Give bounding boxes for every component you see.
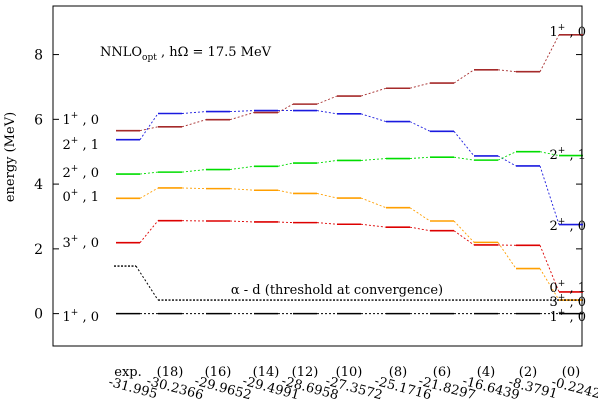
- energy-levels: [116, 34, 583, 315]
- x-axis-labels: exp.-31.995(18)-30.2366(16)-29.9652(14)-…: [107, 365, 598, 403]
- level-connector: [453, 69, 475, 84]
- threshold-connector: [135, 265, 159, 301]
- x-tick-label: (14): [253, 365, 280, 380]
- y-axis: 0 2 4 6 8: [34, 48, 582, 323]
- level-connector: [497, 155, 517, 167]
- state-labels: 1+ , 0 1+ , 0 2+ , 1 2+ , 1 2+ , 0 2+ , 0 0+ ,…: [63, 23, 587, 325]
- x-tick-label: (8): [389, 365, 407, 380]
- x-tick-label: exp.: [114, 365, 141, 380]
- y-tick-label: 4: [34, 177, 43, 193]
- level-connector: [360, 158, 387, 161]
- level-connector: [360, 113, 387, 123]
- level-connector: [139, 113, 159, 140]
- x-tick-label: (12): [292, 365, 319, 380]
- level-connector: [139, 126, 159, 132]
- x-tick-label: (6): [433, 365, 451, 380]
- y-tick-label: 2: [34, 242, 43, 258]
- level-connector: [409, 156, 431, 159]
- level-connector: [409, 82, 431, 89]
- state-label-left: 3+ , 0: [63, 234, 100, 251]
- state-label-left: 1+ , 0: [63, 111, 100, 128]
- level-connector: [409, 207, 431, 222]
- state-label-right: 3+ , 0: [550, 293, 587, 310]
- level-connector: [453, 230, 475, 246]
- level-connector: [316, 110, 338, 115]
- level-connector: [539, 245, 560, 293]
- level-connector: [360, 87, 387, 97]
- annotation-rest: , hΩ = 17.5 MeV: [157, 45, 272, 60]
- level-connector: [316, 193, 338, 199]
- annotation-sub: opt: [142, 53, 157, 63]
- x-tick-label: (18): [157, 365, 184, 380]
- level-connector: [409, 121, 431, 132]
- level-connector: [181, 111, 207, 114]
- y-tick-label: 0: [34, 307, 43, 323]
- level-connector: [181, 169, 207, 173]
- state-label-right: 1+ , 0: [550, 23, 587, 40]
- level-connector: [453, 131, 475, 157]
- level-connector: [409, 226, 431, 232]
- state-label-left: 2+ , 1: [63, 136, 100, 153]
- level-connector: [539, 34, 560, 72]
- state-label-right: 2+ , 0: [550, 217, 587, 234]
- y-tick-label: 8: [34, 48, 43, 64]
- x-tick-label: (2): [519, 365, 537, 380]
- x-tick-label: (16): [205, 365, 232, 380]
- state-label-left: 1+ , 0: [63, 308, 100, 325]
- state-label-right: 2+ , 1: [550, 146, 587, 163]
- level-connector: [453, 220, 475, 243]
- level-connector: [181, 187, 207, 190]
- level-connector: [497, 242, 517, 269]
- state-label-left: 0+ , 1: [63, 188, 100, 205]
- threshold-label: α - d (threshold at convergence): [231, 283, 443, 298]
- level-connector: [539, 151, 560, 157]
- plot-frame: [52, 5, 583, 347]
- x-tick-label: (4): [477, 365, 495, 380]
- level-connector: [316, 95, 338, 105]
- state-label-right: 0+ , 1: [550, 279, 587, 296]
- level-connector: [181, 119, 207, 128]
- state-label-left: 2+ , 0: [63, 164, 100, 181]
- level-connector: [360, 197, 387, 209]
- y-tick-label: 6: [34, 112, 43, 128]
- level-connector: [453, 156, 475, 161]
- level-connector: [229, 188, 255, 191]
- level-connector: [497, 151, 517, 161]
- x-tick-label: (10): [336, 365, 363, 380]
- level-connector: [139, 171, 159, 175]
- plot-border: [52, 5, 583, 347]
- level-connector: [277, 189, 294, 194]
- threshold-marker: α - d (threshold at convergence): [114, 265, 583, 301]
- y-axis-title: energy (MeV): [3, 112, 18, 202]
- level-connector: [360, 223, 387, 228]
- level-connector: [229, 110, 255, 113]
- level-connector: [316, 222, 338, 225]
- level-connector: [139, 220, 159, 243]
- level-connector: [316, 160, 338, 164]
- state-label-right: 1+ , 0: [550, 308, 587, 325]
- connector-lines: [139, 34, 560, 315]
- level-connector: [539, 165, 560, 225]
- chart-annotation: NNLOopt , hΩ = 17.5 MeV: [100, 45, 272, 63]
- level-connector: [229, 220, 255, 223]
- level-connector: [139, 187, 159, 199]
- x-tick-label: (0): [562, 365, 580, 380]
- annotation-main: NNLO: [100, 45, 142, 60]
- level-connector: [277, 162, 294, 167]
- level-connector: [497, 69, 517, 73]
- level-connector: [229, 165, 255, 170]
- level-connector: [277, 221, 294, 224]
- level-connector: [229, 112, 255, 121]
- level-connector: [277, 103, 294, 113]
